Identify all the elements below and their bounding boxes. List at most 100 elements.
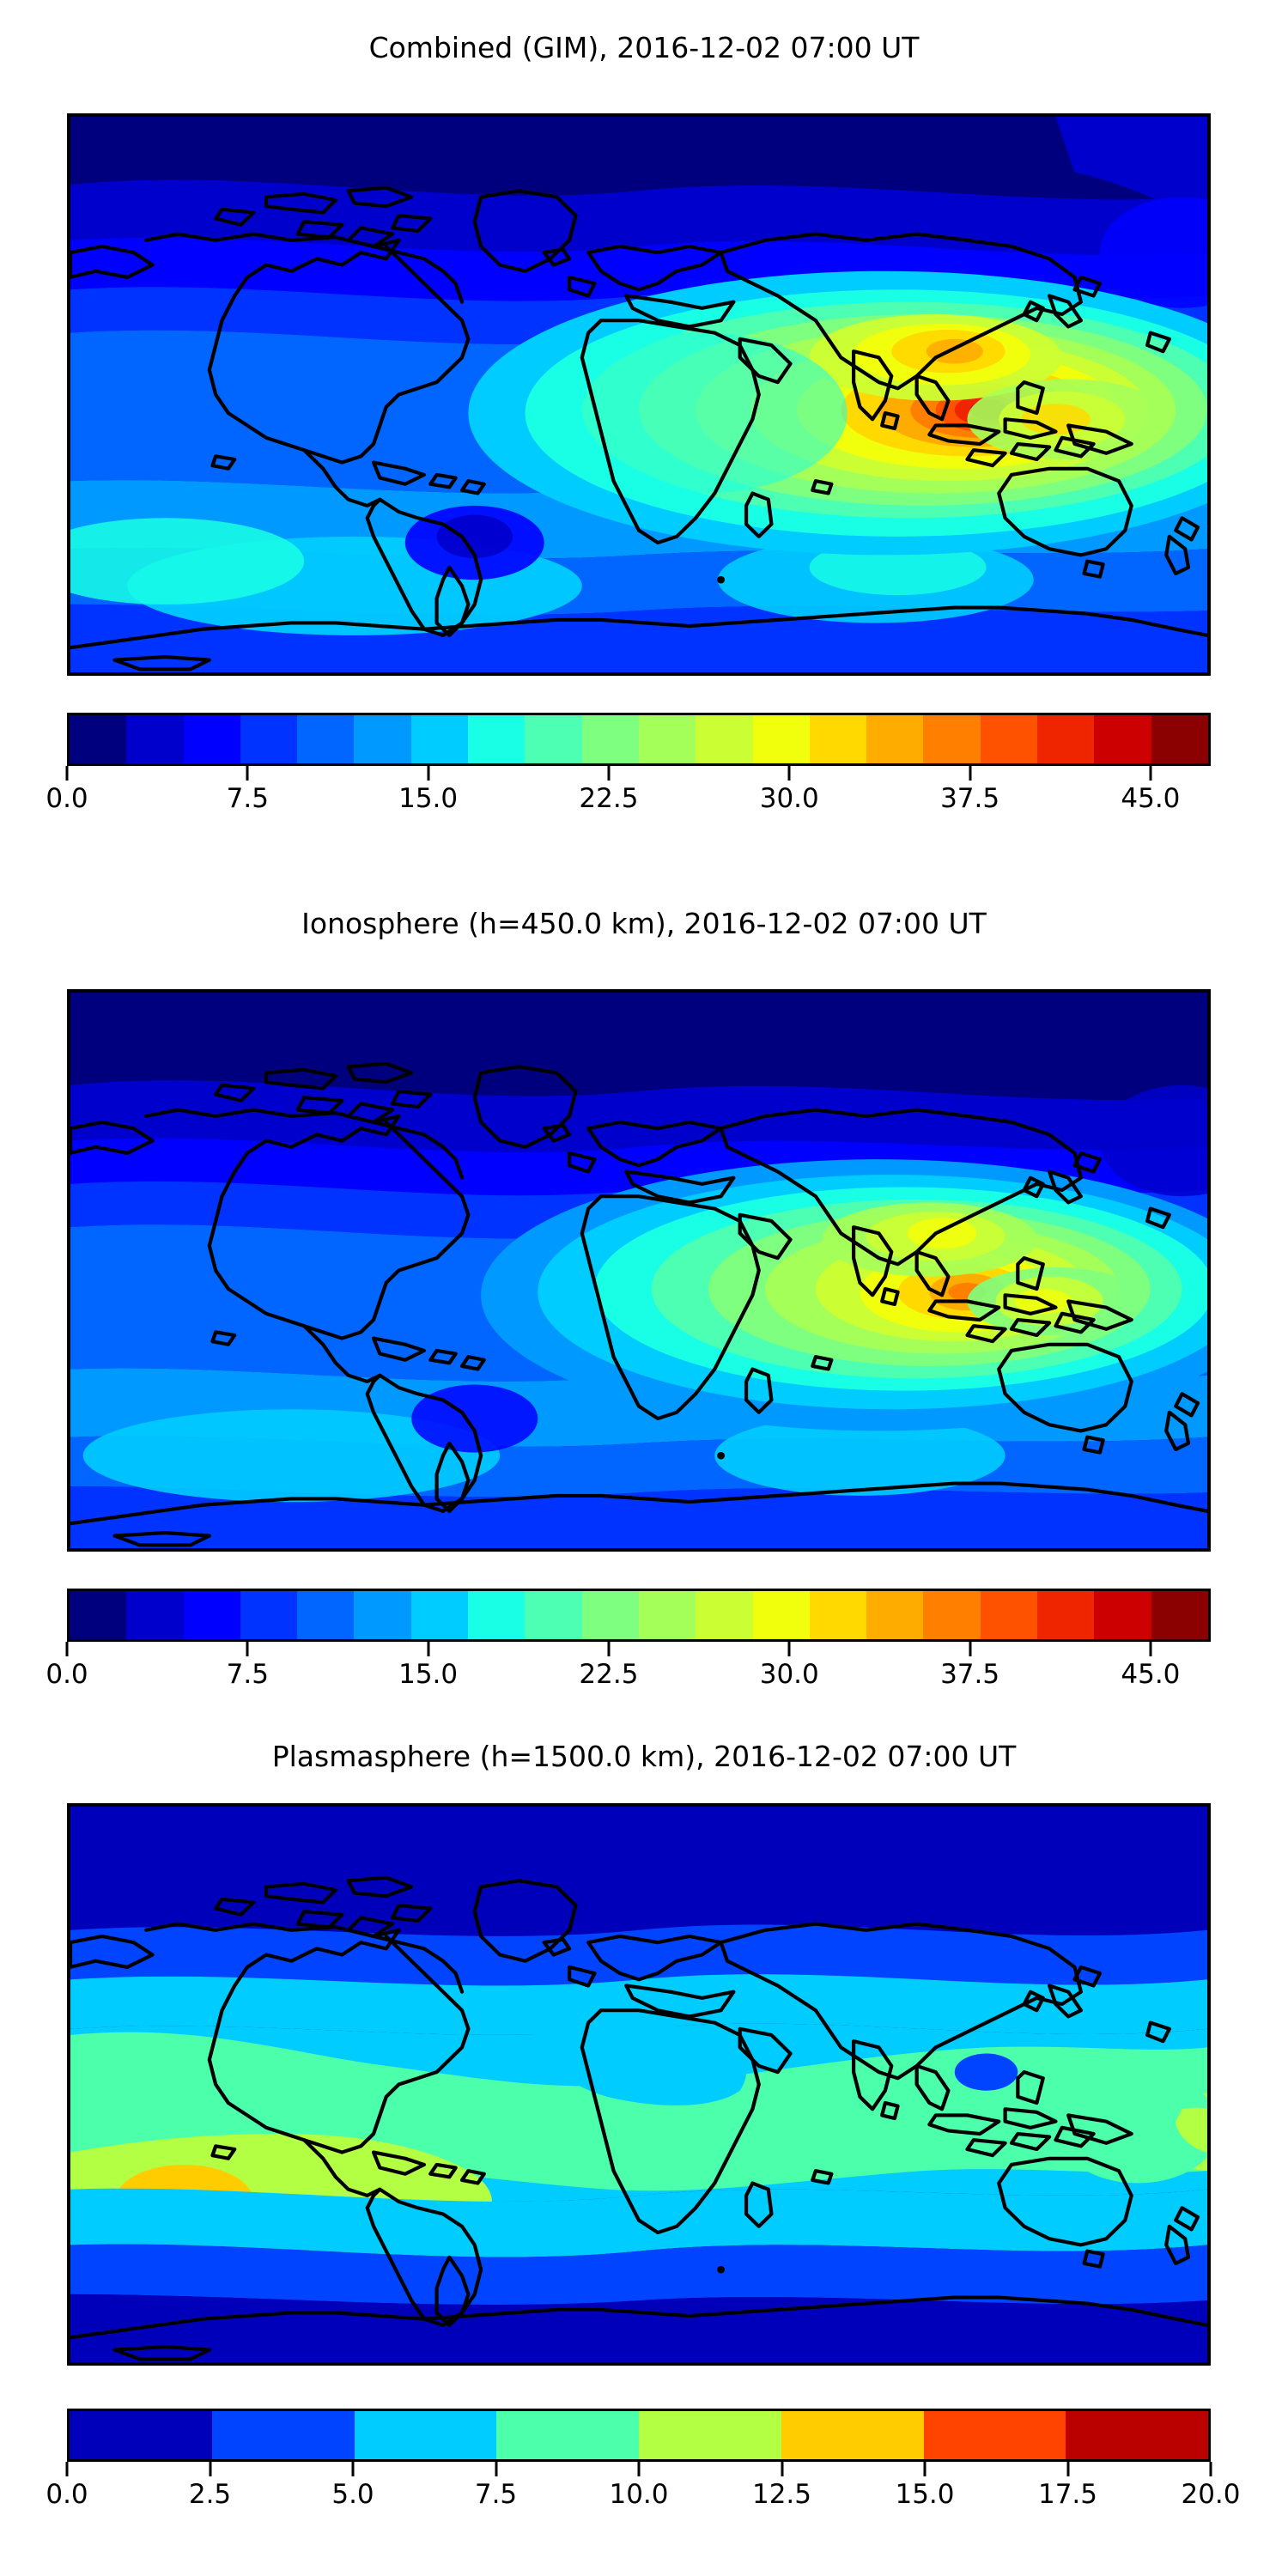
colorbar-swatch [410, 715, 469, 763]
colorbar-tick [246, 1642, 249, 1656]
colorbar-tick [607, 766, 611, 781]
colorbar-tick [209, 2462, 211, 2476]
colorbar-tick-label: 37.5 [940, 1659, 1000, 1690]
colorbar-swatch [581, 1591, 639, 1639]
colorbar-tick [923, 2462, 927, 2476]
colorbar-combined-ticks: 0.0 7.5 15.0 22.5 30.0 37.5 45.0 [46, 766, 1211, 878]
colorbar-swatch [354, 1591, 411, 1639]
panel-title-plasmasphere: Plasmasphere (h=1500.0 km), 2016-12-02 0… [271, 1740, 1017, 1773]
contour-field-plasmasphere [70, 1807, 1207, 2362]
colorbar-tick-label: 7.5 [226, 783, 269, 814]
colorbar-swatch [696, 1591, 753, 1639]
colorbar-tick-label: 0.0 [46, 2479, 88, 2510]
colorbar-swatch [923, 1591, 981, 1639]
colorbar-tick [427, 766, 430, 781]
colorbar-tick-label: 30.0 [759, 1659, 819, 1690]
colorbar-swatch [980, 1591, 1038, 1639]
colorbar-swatch [468, 715, 526, 763]
colorbar-swatch [354, 2411, 497, 2459]
colorbar-swatch [866, 1591, 924, 1639]
colorbar-tick [969, 766, 972, 781]
map-ionosphere [67, 989, 1211, 1552]
colorbar-tick [246, 766, 249, 781]
colorbar-swatch [297, 1591, 355, 1639]
colorbar-swatch [809, 715, 867, 763]
coastlines-ionosphere [70, 1061, 1207, 1547]
panel-title-combined: Combined (GIM), 2016-12-02 07:00 UT [368, 31, 920, 64]
colorbar-swatch [1037, 715, 1095, 763]
colorbar-swatch [70, 715, 127, 763]
colorbar-tick-label: 5.0 [331, 2479, 374, 2510]
colorbar-tick [637, 2462, 641, 2476]
colorbar-swatch [1151, 715, 1208, 763]
colorbar-plasmasphere-ticks: 0.0 2.5 5.0 7.5 10.0 12.5 15.0 17.5 20.0 [46, 2462, 1241, 2573]
colorbar-swatch [866, 715, 924, 763]
colorbar-swatch [980, 715, 1038, 763]
colorbar-swatch [752, 1591, 810, 1639]
colorbar-tick-label: 45.0 [1121, 783, 1181, 814]
colorbar-swatch [638, 715, 696, 763]
map-plasmasphere [67, 1803, 1211, 2366]
colorbar-tick-label: 20.0 [1181, 2479, 1241, 2510]
colorbar-tick [351, 2462, 355, 2476]
colorbar-swatch [923, 2411, 1066, 2459]
colorbar-swatch [1094, 715, 1151, 763]
colorbar-tick-label: 2.5 [188, 2479, 232, 2510]
colorbar-swatch [240, 715, 298, 763]
colorbar-ionosphere-wrap: 0.0 7.5 15.0 22.5 30.0 37.5 45.0 [46, 1589, 1211, 1700]
colorbar-swatch [638, 1591, 696, 1639]
colorbar-tick [781, 2462, 783, 2476]
colorbar-combined-wrap: 0.0 7.5 15.0 22.5 30.0 37.5 45.0 [46, 713, 1211, 824]
contour-field-combined [70, 117, 1207, 672]
colorbar-tick [607, 1642, 611, 1656]
colorbar-tick [1149, 766, 1152, 781]
colorbar-swatch [496, 2411, 639, 2459]
colorbar-tick [1209, 2462, 1212, 2476]
colorbar-tick [427, 1642, 430, 1656]
coastlines-combined [70, 185, 1207, 671]
colorbar-swatch [525, 715, 582, 763]
colorbar-combined[interactable] [67, 713, 1211, 766]
colorbar-plasmasphere-wrap: 0.0 2.5 5.0 7.5 10.0 12.5 15.0 17.5 20.0 [46, 2409, 1241, 2520]
colorbar-swatch [468, 1591, 526, 1639]
colorbar-tick-label: 15.0 [895, 2479, 955, 2510]
colorbar-tick [969, 1642, 972, 1656]
colorbar-tick-label: 30.0 [759, 783, 819, 814]
colorbar-swatch [525, 1591, 582, 1639]
colorbar-tick-label: 7.5 [226, 1659, 269, 1690]
contour-field-ionosphere [70, 993, 1207, 1548]
colorbar-swatch [1066, 2411, 1208, 2459]
colorbar-swatch [923, 715, 981, 763]
colorbar-tick [65, 766, 69, 781]
panel-plasmasphere: Plasmasphere (h=1500.0 km), 2016-12-02 0… [0, 1709, 1288, 2576]
colorbar-tick-label: 12.5 [751, 2479, 812, 2510]
panel-combined-gim: Combined (GIM), 2016-12-02 07:00 UT [0, 0, 1288, 884]
map-combined-gim [67, 113, 1211, 676]
colorbar-tick-label: 15.0 [398, 783, 459, 814]
map-canvas-ionosphere [70, 993, 1207, 1548]
colorbar-swatch [410, 1591, 469, 1639]
colorbar-tick [495, 2462, 497, 2476]
colorbar-swatch [70, 1591, 127, 1639]
colorbar-swatch [1037, 1591, 1095, 1639]
colorbar-tick-label: 17.5 [1037, 2479, 1098, 2510]
colorbar-tick [1066, 2462, 1069, 2476]
colorbar-swatch [752, 715, 810, 763]
colorbar-swatch [240, 1591, 298, 1639]
colorbar-plasmasphere[interactable] [67, 2409, 1211, 2462]
colorbar-swatch [211, 2411, 355, 2459]
colorbar-ionosphere[interactable] [67, 1589, 1211, 1642]
colorbar-tick [65, 1642, 69, 1656]
colorbar-swatch [183, 1591, 240, 1639]
colorbar-tick-label: 0.0 [46, 1659, 88, 1690]
colorbar-swatch [297, 715, 355, 763]
colorbar-tick [787, 766, 791, 781]
colorbar-swatch [126, 715, 184, 763]
colorbar-swatch [1151, 1591, 1208, 1639]
colorbar-tick-label: 0.0 [46, 783, 88, 814]
colorbar-tick [65, 2462, 69, 2476]
colorbar-swatch [639, 2411, 781, 2459]
colorbar-tick-label: 22.5 [579, 783, 639, 814]
colorbar-swatch [696, 715, 753, 763]
